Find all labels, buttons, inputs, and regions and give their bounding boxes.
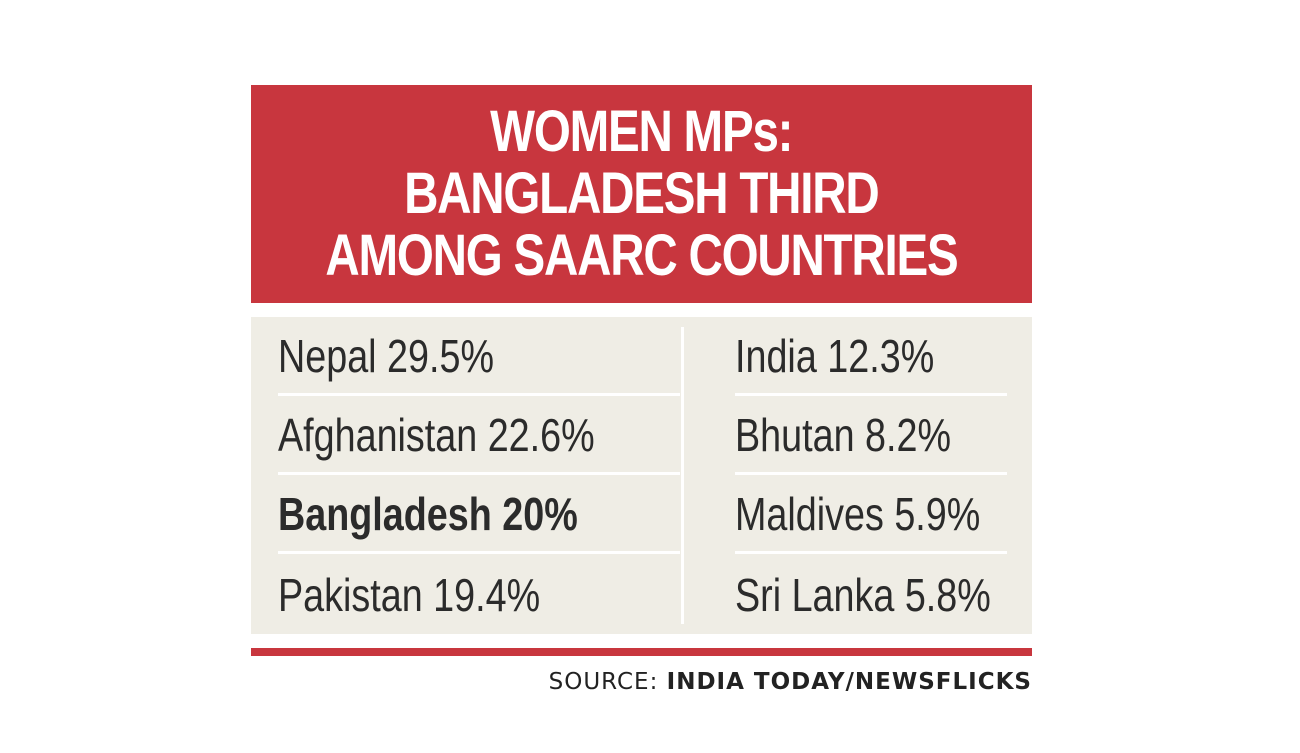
cell-nepal: Nepal 29.5% — [278, 330, 494, 382]
cell-pakistan: Pakistan 19.4% — [278, 568, 541, 621]
column-divider — [681, 327, 684, 624]
infographic: WOMEN MPs: BANGLADESH THIRD AMONG SAARC … — [251, 85, 1032, 695]
title-banner: WOMEN MPs: BANGLADESH THIRD AMONG SAARC … — [251, 85, 1032, 303]
table-row-sri-lanka: Sri Lanka 5.8% — [735, 554, 1007, 633]
cell-afghanistan: Afghanistan 22.6% — [278, 409, 595, 461]
table-row-pakistan: Pakistan 19.4% — [278, 554, 680, 633]
bottom-rule — [251, 648, 1032, 656]
cell-bhutan: Bhutan 8.2% — [735, 409, 952, 461]
source-label: SOURCE: — [548, 669, 659, 695]
left-column: Nepal 29.5% Afghanistan 22.6% Bangladesh… — [278, 317, 680, 633]
table-row-bangladesh: Bangladesh 20% — [278, 475, 680, 554]
cell-sri-lanka: Sri Lanka 5.8% — [735, 568, 991, 621]
table-row-nepal: Nepal 29.5% — [278, 317, 680, 396]
table-row-maldives: Maldives 5.9% — [735, 475, 1007, 554]
cell-maldives: Maldives 5.9% — [735, 488, 981, 540]
right-column: India 12.3% Bhutan 8.2% Maldives 5.9% Sr… — [735, 317, 1007, 633]
source-name: INDIA TODAY/NEWSFLICKS — [666, 669, 1032, 695]
title-line-2: BANGLADESH THIRD — [404, 161, 880, 226]
table-row-india: India 12.3% — [735, 317, 1007, 396]
cell-india: India 12.3% — [735, 330, 935, 382]
cell-bangladesh: Bangladesh 20% — [278, 488, 578, 540]
title-line-3: AMONG SAARC COUNTRIES — [325, 223, 958, 288]
table-row-bhutan: Bhutan 8.2% — [735, 396, 1007, 475]
source-credit: SOURCE: INDIA TODAY/NEWSFLICKS — [251, 669, 1032, 695]
title-line-1: WOMEN MPs: — [490, 99, 793, 164]
data-table: Nepal 29.5% Afghanistan 22.6% Bangladesh… — [251, 317, 1032, 634]
table-row-afghanistan: Afghanistan 22.6% — [278, 396, 680, 475]
